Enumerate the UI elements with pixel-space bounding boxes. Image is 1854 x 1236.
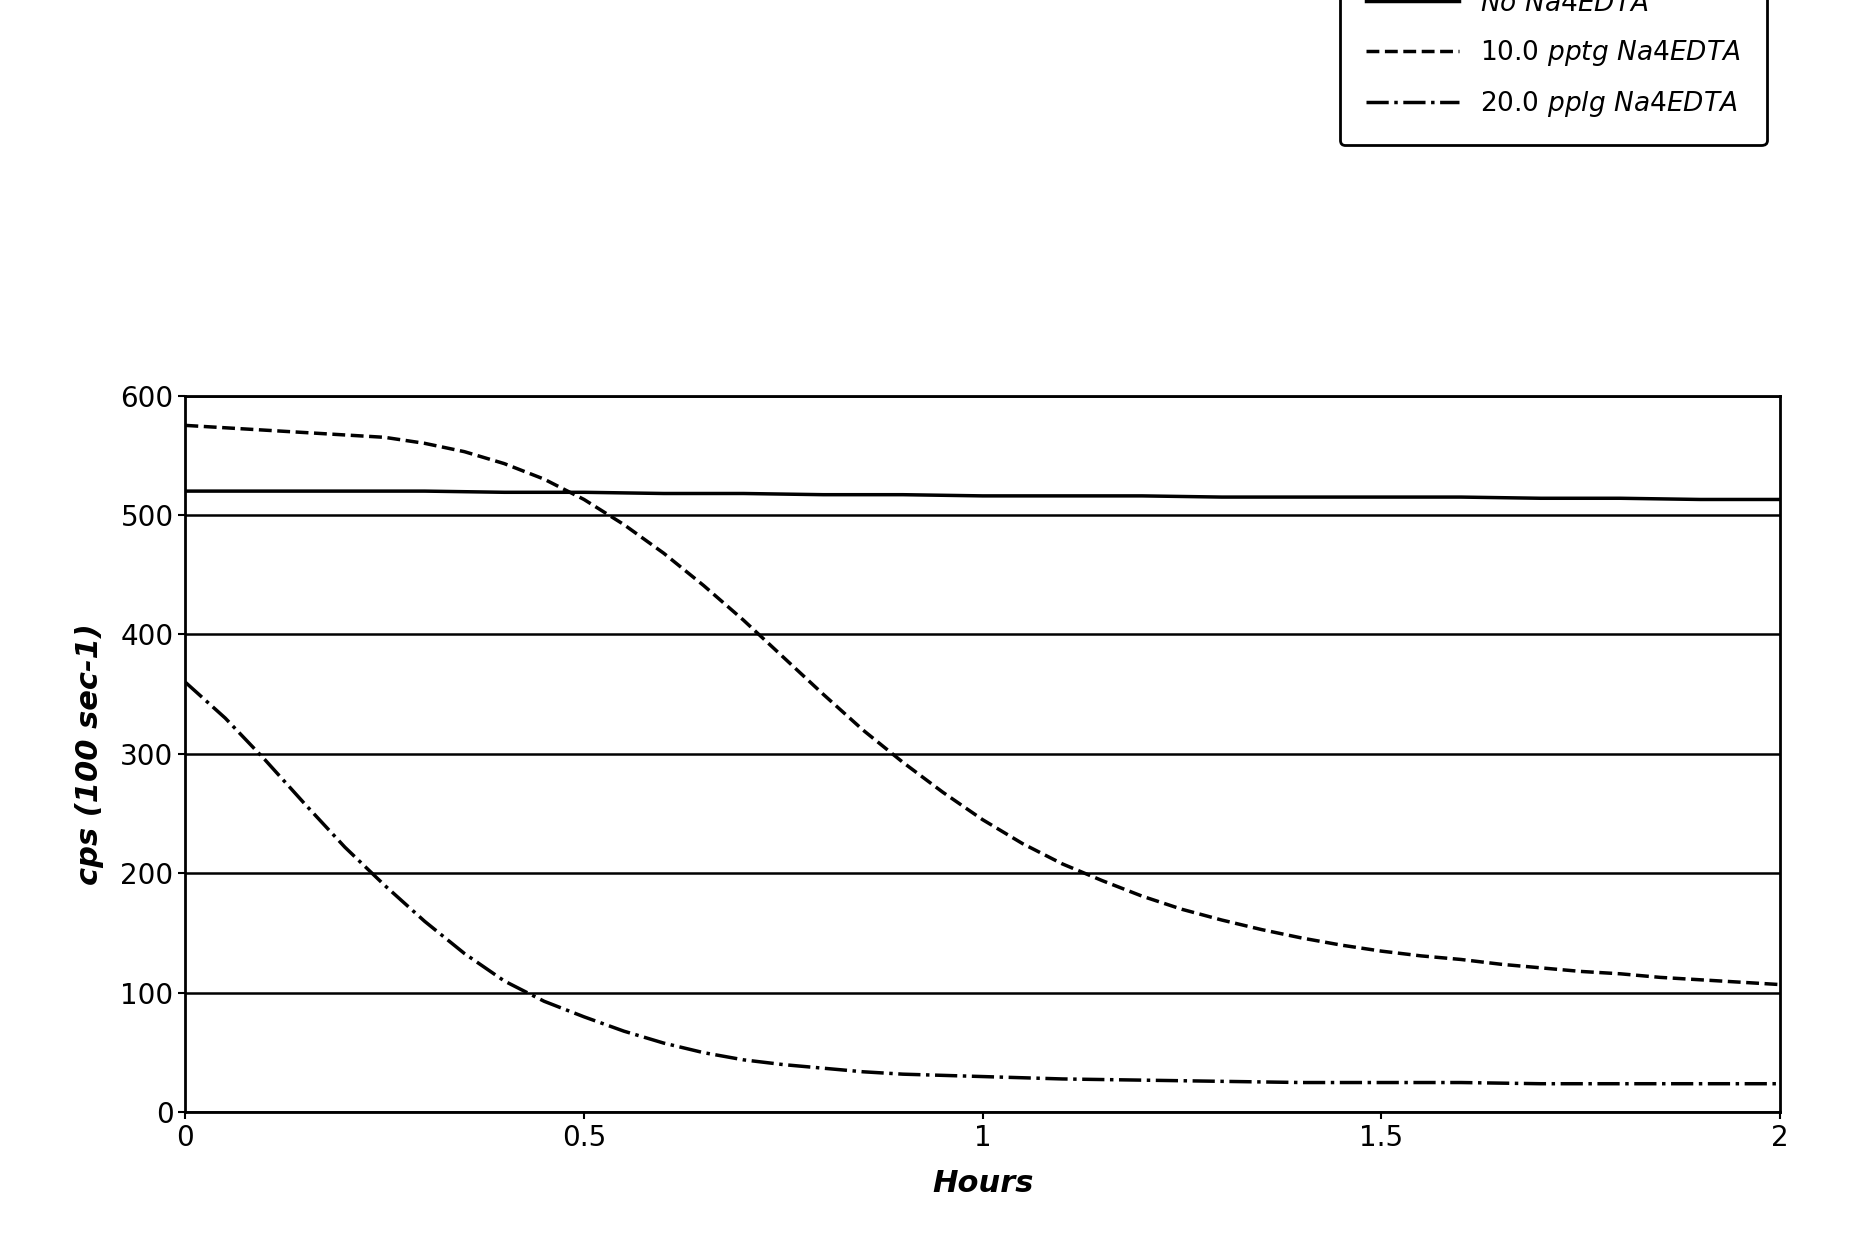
Y-axis label: cps (100 sec-1): cps (100 sec-1) xyxy=(74,623,104,885)
X-axis label: Hours: Hours xyxy=(933,1169,1033,1198)
Legend: $\it{No\ Na4EDTA}$, $\it{10.0\ pptg\ Na4EDTA}$, $\it{20.0\ pplg\ Na4EDTA}$: $\it{No\ Na4EDTA}$, $\it{10.0\ pptg\ Na4… xyxy=(1340,0,1767,146)
